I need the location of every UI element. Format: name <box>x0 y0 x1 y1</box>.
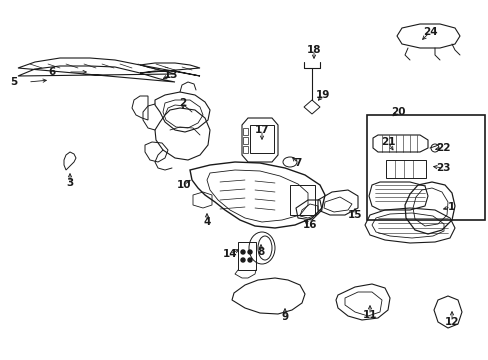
Circle shape <box>247 258 251 262</box>
Bar <box>249 125 273 153</box>
Bar <box>366 115 484 220</box>
Text: 6: 6 <box>48 67 56 77</box>
Text: 13: 13 <box>163 70 178 80</box>
Text: 17: 17 <box>254 125 269 135</box>
Text: 3: 3 <box>66 178 74 188</box>
Text: 12: 12 <box>444 317 458 327</box>
Bar <box>289 185 314 215</box>
Text: 4: 4 <box>203 217 210 227</box>
Text: 15: 15 <box>347 210 362 220</box>
Bar <box>243 146 247 153</box>
Text: 1: 1 <box>447 202 454 212</box>
Text: 20: 20 <box>390 107 405 117</box>
Text: 7: 7 <box>294 158 301 168</box>
Text: 14: 14 <box>222 249 237 259</box>
Text: 24: 24 <box>422 27 436 37</box>
Text: 5: 5 <box>10 77 18 87</box>
Text: 22: 22 <box>435 143 449 153</box>
Text: 8: 8 <box>257 247 264 257</box>
Circle shape <box>247 250 251 254</box>
Text: 23: 23 <box>435 163 449 173</box>
Circle shape <box>241 250 244 254</box>
Bar <box>243 128 247 135</box>
Bar <box>238 242 256 270</box>
Bar <box>243 137 247 144</box>
Circle shape <box>241 258 244 262</box>
Text: 16: 16 <box>302 220 317 230</box>
Text: 19: 19 <box>315 90 329 100</box>
Text: 21: 21 <box>380 137 394 147</box>
Text: 18: 18 <box>306 45 321 55</box>
Text: 11: 11 <box>362 310 376 320</box>
Text: 2: 2 <box>179 98 186 108</box>
Bar <box>385 160 425 178</box>
Text: 9: 9 <box>281 312 288 322</box>
Text: 10: 10 <box>176 180 191 190</box>
